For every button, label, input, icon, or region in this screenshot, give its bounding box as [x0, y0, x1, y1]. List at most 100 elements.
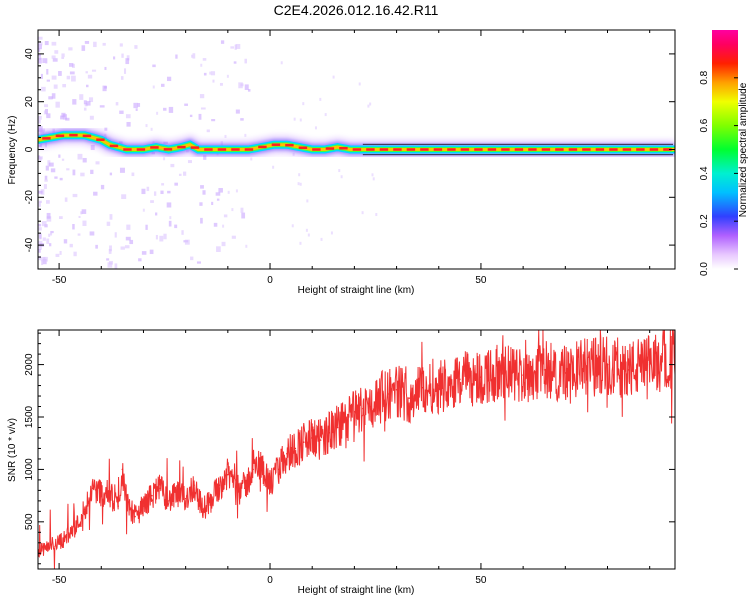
noise-speckle	[38, 244, 42, 250]
noise-speckle	[184, 239, 190, 245]
noise-speckle	[135, 108, 138, 111]
chart-title: C2E4.2026.012.16.42.R11	[274, 2, 439, 18]
noise-speckle	[178, 173, 182, 176]
noise-speckle	[84, 40, 90, 44]
noise-speckle	[126, 121, 131, 127]
colorbar-tick-label: 0.4	[699, 166, 710, 180]
noise-speckle	[49, 232, 53, 236]
noise-speckle	[372, 177, 375, 181]
noise-speckle	[102, 42, 106, 46]
noise-speckle	[48, 233, 51, 237]
noise-speckle	[58, 216, 63, 219]
noise-speckle	[183, 171, 187, 176]
noise-speckle	[247, 89, 251, 92]
spectrogram-y-tick-label: 0	[24, 146, 35, 152]
snr-data-point	[606, 363, 609, 366]
noise-speckle	[134, 45, 138, 49]
noise-speckle	[64, 197, 68, 202]
noise-speckle	[93, 191, 98, 196]
noise-speckle	[66, 75, 71, 80]
noise-speckle	[43, 184, 47, 189]
spectrogram-heatmap	[38, 36, 675, 269]
snr-data-point	[302, 441, 305, 443]
noise-speckle	[104, 86, 107, 89]
noise-speckle	[51, 41, 57, 46]
noise-speckle	[38, 233, 42, 239]
noise-speckle	[61, 56, 65, 59]
spectrogram-panel: -50 0 50 -40 -20 0 20 40 Height of straight lin…	[7, 29, 676, 296]
noise-speckle	[72, 224, 75, 230]
noise-speckle	[319, 97, 322, 101]
noise-speckle	[61, 53, 65, 58]
noise-speckle	[141, 251, 147, 255]
noise-speckle	[41, 221, 47, 227]
noise-speckle	[85, 71, 88, 74]
noise-speckle	[60, 115, 64, 120]
snr-x-tick-label: 50	[475, 575, 487, 586]
snr-y-tick-label: 2000	[24, 353, 35, 376]
noise-speckle	[150, 127, 153, 131]
noise-speckle	[38, 57, 42, 64]
snr-y-axis-title: SNR (10 * v/v)	[7, 418, 18, 482]
noise-speckle	[69, 243, 73, 248]
noise-speckle	[126, 55, 130, 61]
noise-speckle	[72, 169, 76, 176]
colorbar: 0.0 0.2 0.4 0.6 0.8 Normalized spectral ampl…	[699, 30, 749, 276]
noise-speckle	[371, 173, 374, 177]
snr-data-point	[184, 497, 187, 500]
noise-speckle	[145, 224, 148, 230]
noise-speckle	[100, 184, 105, 190]
noise-speckle	[159, 235, 164, 242]
noise-speckle	[233, 61, 237, 64]
noise-speckle	[230, 46, 235, 49]
noise-speckle	[106, 221, 111, 226]
noise-speckle	[244, 84, 249, 90]
snr-data-point	[345, 421, 347, 424]
noise-speckle	[196, 261, 201, 264]
snr-y-tick-label: 500	[24, 513, 35, 530]
snr-data-point	[311, 437, 314, 439]
noise-speckle	[235, 43, 241, 49]
snr-data-point	[210, 500, 212, 502]
snr-series-line	[38, 330, 675, 569]
snr-data-point	[252, 468, 254, 471]
noise-speckle	[55, 101, 60, 108]
noise-speckle	[63, 239, 68, 244]
snr-data-point	[151, 494, 153, 497]
noise-speckle	[79, 94, 84, 100]
noise-speckle	[213, 222, 218, 227]
noise-speckle	[69, 71, 75, 75]
noise-speckle	[113, 56, 116, 60]
noise-speckle	[114, 263, 118, 269]
noise-speckle	[120, 246, 125, 250]
spectrogram-x-axis-title: Height of straight line (km)	[298, 285, 415, 296]
noise-speckle	[51, 93, 56, 99]
noise-speckle	[59, 250, 62, 255]
noise-speckle	[240, 207, 244, 213]
noise-speckle	[202, 190, 206, 195]
noise-speckle	[38, 249, 41, 253]
noise-speckle	[174, 182, 178, 186]
noise-speckle	[184, 103, 188, 106]
snr-y-tick-label: 1500	[24, 405, 35, 428]
noise-speckle	[123, 68, 127, 74]
noise-speckle	[51, 75, 57, 80]
snr-data-point	[328, 431, 330, 434]
noise-speckle	[82, 220, 87, 227]
noise-speckle	[83, 100, 87, 105]
noise-speckle	[234, 44, 237, 50]
snr-plot-area	[38, 330, 675, 569]
noise-speckle	[46, 212, 51, 219]
noise-speckle	[38, 227, 42, 231]
snr-frame	[37, 329, 676, 570]
spectrogram-ticks: -50 0 50 -40 -20 0 20 40	[24, 29, 675, 286]
noise-speckle	[90, 169, 94, 175]
snr-data-point	[92, 487, 94, 490]
noise-speckle	[231, 208, 234, 212]
noise-speckle	[81, 209, 87, 214]
noise-speckle	[200, 217, 203, 224]
snr-data-point	[378, 397, 381, 399]
snr-data-point	[480, 376, 482, 378]
noise-speckle	[163, 107, 167, 111]
snr-data-point	[286, 452, 288, 455]
